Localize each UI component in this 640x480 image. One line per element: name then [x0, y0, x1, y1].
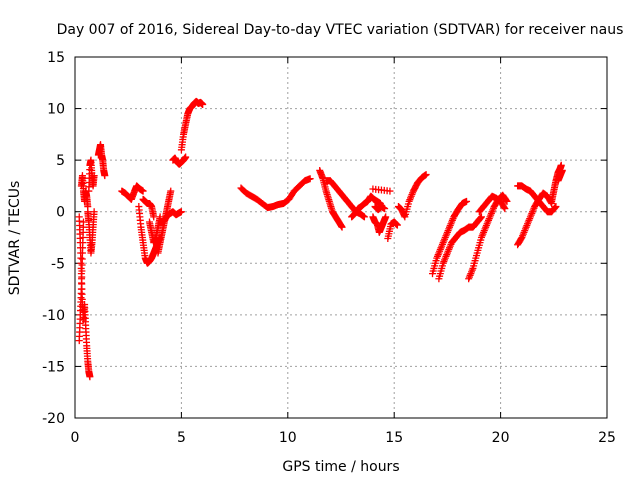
data-point: [90, 208, 98, 216]
chart-title: Day 007 of 2016, Sidereal Day-to-day VTE…: [57, 22, 624, 38]
y-axis-label: SDTVAR / TECUs: [7, 181, 23, 296]
data-point: [101, 172, 109, 180]
data-point: [167, 187, 175, 195]
y-tick-label: 10: [47, 102, 65, 118]
data-point-interp: [78, 273, 86, 281]
data-point: [422, 171, 430, 179]
data-point-interp: [477, 214, 485, 222]
data-point: [338, 223, 346, 231]
tick-labels: 0 5 10 15 20 25 -20 -15 -10 -5 0 5 10 15: [42, 50, 616, 446]
y-tick-label: -10: [42, 308, 65, 324]
data-point: [558, 166, 566, 174]
y-tick-label: -20: [42, 411, 65, 427]
x-axis-label: GPS time / hours: [282, 459, 399, 475]
data-point: [381, 205, 389, 213]
data-point: [463, 197, 471, 205]
y-tick-label: 5: [56, 153, 65, 169]
data-point: [182, 153, 190, 161]
data-point: [477, 213, 485, 221]
data-point: [501, 205, 509, 213]
x-tick-label: 25: [598, 430, 616, 446]
data-point: [393, 221, 401, 229]
data-point-interp: [78, 267, 86, 275]
data-point: [557, 161, 565, 169]
data-point-interp: [502, 196, 510, 204]
data-point: [150, 213, 158, 221]
data-points: [75, 97, 566, 381]
y-tick-label: -5: [51, 256, 65, 272]
data-point-interp: [78, 255, 86, 263]
data-point: [382, 213, 390, 221]
data-point: [386, 187, 394, 195]
x-tick-label: 15: [385, 430, 403, 446]
data-point: [139, 187, 147, 195]
plot-frame: [74, 56, 608, 419]
data-point: [86, 373, 94, 381]
data-point-interp: [78, 279, 86, 287]
data-point: [503, 197, 511, 205]
data-point-interp: [78, 261, 86, 269]
data-point: [177, 208, 185, 216]
data-point-interp: [500, 203, 508, 211]
data-point: [199, 100, 207, 108]
x-tick-label: 20: [492, 430, 510, 446]
grid-lines: [75, 57, 607, 418]
y-tick-label: -15: [42, 359, 65, 375]
data-point: [77, 285, 85, 293]
x-tick-label: 5: [177, 430, 186, 446]
data-point-interp: [551, 203, 559, 211]
data-point: [306, 175, 314, 183]
x-tick-label: 10: [279, 430, 297, 446]
data-point: [552, 203, 560, 211]
y-tick-label: 0: [56, 205, 65, 221]
data-point: [90, 172, 98, 180]
data-point: [360, 213, 368, 221]
x-tick-label: 0: [71, 430, 80, 446]
y-tick-label: 15: [47, 50, 65, 66]
